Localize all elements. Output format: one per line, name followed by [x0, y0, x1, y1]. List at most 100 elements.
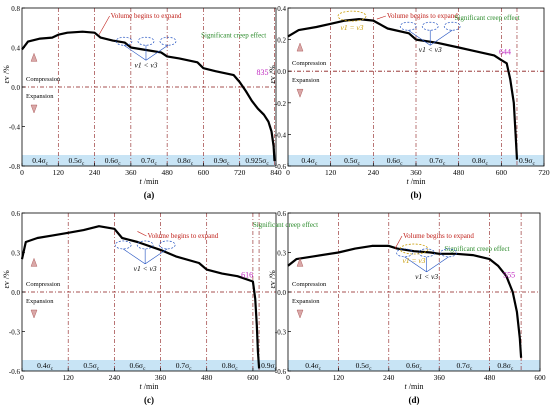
- y-tick-label: -0.6: [275, 368, 287, 376]
- stage-band: [288, 155, 544, 166]
- y-tick-label: 0.4: [277, 5, 286, 13]
- x-tick-label: 480: [453, 168, 465, 177]
- compression-arrow: [296, 257, 304, 267]
- panel-label: (d): [409, 395, 420, 405]
- creep-annotation: Significant creep effect: [444, 245, 509, 253]
- creep-ellipse: [114, 240, 132, 250]
- v-pointer: [123, 45, 147, 61]
- x-tick-label: 120: [333, 373, 345, 382]
- creep-ellipse: [418, 248, 435, 258]
- panel-d: 0.4σc 0.5σc 0.6σc 0.7σc 0.8σc 555 0 120 240 360 48…: [268, 210, 546, 405]
- compression-arrow: [30, 52, 38, 62]
- stage-label: 0.5σc: [68, 156, 84, 167]
- y-tick-label: 0.3: [11, 250, 20, 258]
- creep-ellipse: [136, 240, 154, 250]
- x-tick-label: 720: [234, 168, 246, 177]
- volume-expand-annotation: Volume begins to expand: [403, 232, 474, 240]
- x-tick-label: 600: [534, 373, 546, 382]
- compression-label: Compression: [26, 281, 61, 288]
- x-tick-label: 360: [434, 373, 446, 382]
- v1-equals-v3-annotation: v1 = v3: [403, 256, 426, 265]
- compression-label: Compression: [26, 76, 61, 83]
- expansion-arrow: [296, 88, 304, 98]
- y-tick-label: 0.2: [277, 37, 286, 45]
- x-tick-label: 120: [63, 373, 75, 382]
- stage-label: 0.925σc: [245, 156, 269, 167]
- v-pointer: [145, 45, 169, 61]
- x-tick-label: 120: [325, 168, 337, 177]
- v-pointer: [426, 256, 449, 273]
- creep-ellipse: [158, 240, 176, 250]
- y-tick-label: -0.3: [9, 329, 21, 337]
- stage-label: 0.5σc: [344, 156, 360, 167]
- expansion-label: Expansion: [26, 93, 54, 100]
- y-tick-label: 0.0: [277, 289, 286, 297]
- compression-label: Compression: [292, 281, 327, 288]
- volume-expand-pointer: [137, 231, 147, 237]
- x-tick-label: 240: [383, 373, 395, 382]
- stage-label: 0.7σc: [141, 156, 157, 167]
- expansion-label: Expansion: [26, 298, 54, 305]
- creep-ellipse: [159, 36, 177, 46]
- stage-band: [22, 360, 276, 371]
- volume-expand-annotation: Volume begins to expand: [111, 12, 182, 20]
- stage-label: 0.9σc: [519, 156, 535, 167]
- expansion-label: Expansion: [292, 298, 320, 305]
- y-tick-label: 0.0: [11, 84, 20, 92]
- stage-label: 0.7σc: [429, 156, 445, 167]
- y-tick-label: -0.6: [9, 368, 21, 376]
- stage-label: 0.8σc: [472, 156, 488, 167]
- creep-ellipse: [396, 248, 413, 258]
- strain-curve: [287, 18, 519, 160]
- v1-less-v3-annotation: v1 < v3: [134, 264, 157, 273]
- x-tick-label: 480: [484, 373, 496, 382]
- y-axis-label: εv /%: [2, 65, 11, 84]
- equal-rate-ellipse: [337, 10, 367, 22]
- expansion-arrow: [296, 309, 304, 319]
- compression-arrow: [296, 42, 304, 52]
- compression-arrow: [30, 257, 38, 267]
- panel-a: 0.4σc 0.5σc 0.6σc 0.7σc 0.8σc 0.9σc 0.925σc 835…: [2, 5, 282, 200]
- v-pointer: [404, 256, 427, 273]
- y-tick-label: 0.3: [277, 250, 286, 258]
- end-time-label: 835: [256, 68, 268, 77]
- stage-band: [288, 360, 540, 371]
- creep-ellipse: [399, 21, 417, 31]
- end-time-label: 644: [499, 48, 511, 57]
- creep-ellipse: [443, 21, 461, 31]
- stage-label: 0.9σc: [214, 156, 230, 167]
- x-axis-label: t /min: [140, 177, 159, 186]
- x-tick-label: 240: [109, 373, 121, 382]
- y-axis-label: εv /%: [2, 270, 11, 289]
- volume-expand-pointer: [98, 15, 110, 35]
- strain-curve: [287, 244, 523, 358]
- strain-curve: [21, 30, 276, 162]
- creep-ellipse: [421, 21, 439, 31]
- x-tick-label: 480: [162, 168, 174, 177]
- x-tick-label: 360: [410, 168, 422, 177]
- x-tick-label: 0: [286, 373, 290, 382]
- stage-label: 0.5σc: [356, 361, 372, 372]
- y-tick-label: -0.4: [9, 124, 21, 132]
- v-pointer: [408, 29, 431, 46]
- end-time-label: 616: [241, 270, 253, 279]
- end-time-label: 555: [503, 270, 515, 279]
- y-tick-label: -0.3: [275, 329, 287, 337]
- y-tick-label: 0.4: [11, 45, 20, 53]
- creep-ellipse: [440, 248, 457, 258]
- v-pointer: [122, 248, 146, 265]
- y-tick-label: 0.6: [277, 210, 286, 218]
- expansion-arrow: [30, 309, 38, 319]
- stage-label: 0.4σc: [37, 361, 53, 372]
- creep-annotation: Significant creep effect: [455, 14, 520, 22]
- x-axis-label: t /min: [405, 382, 424, 391]
- stage-label: 0.6σc: [130, 361, 146, 372]
- stage-label: 0.4σc: [32, 156, 48, 167]
- volume-expand-pointer: [394, 235, 403, 249]
- y-tick-label: 0.6: [11, 210, 20, 218]
- stage-label: 0.4σc: [305, 361, 321, 372]
- x-tick-label: 600: [198, 168, 210, 177]
- y-tick-label: -0.2: [275, 100, 287, 108]
